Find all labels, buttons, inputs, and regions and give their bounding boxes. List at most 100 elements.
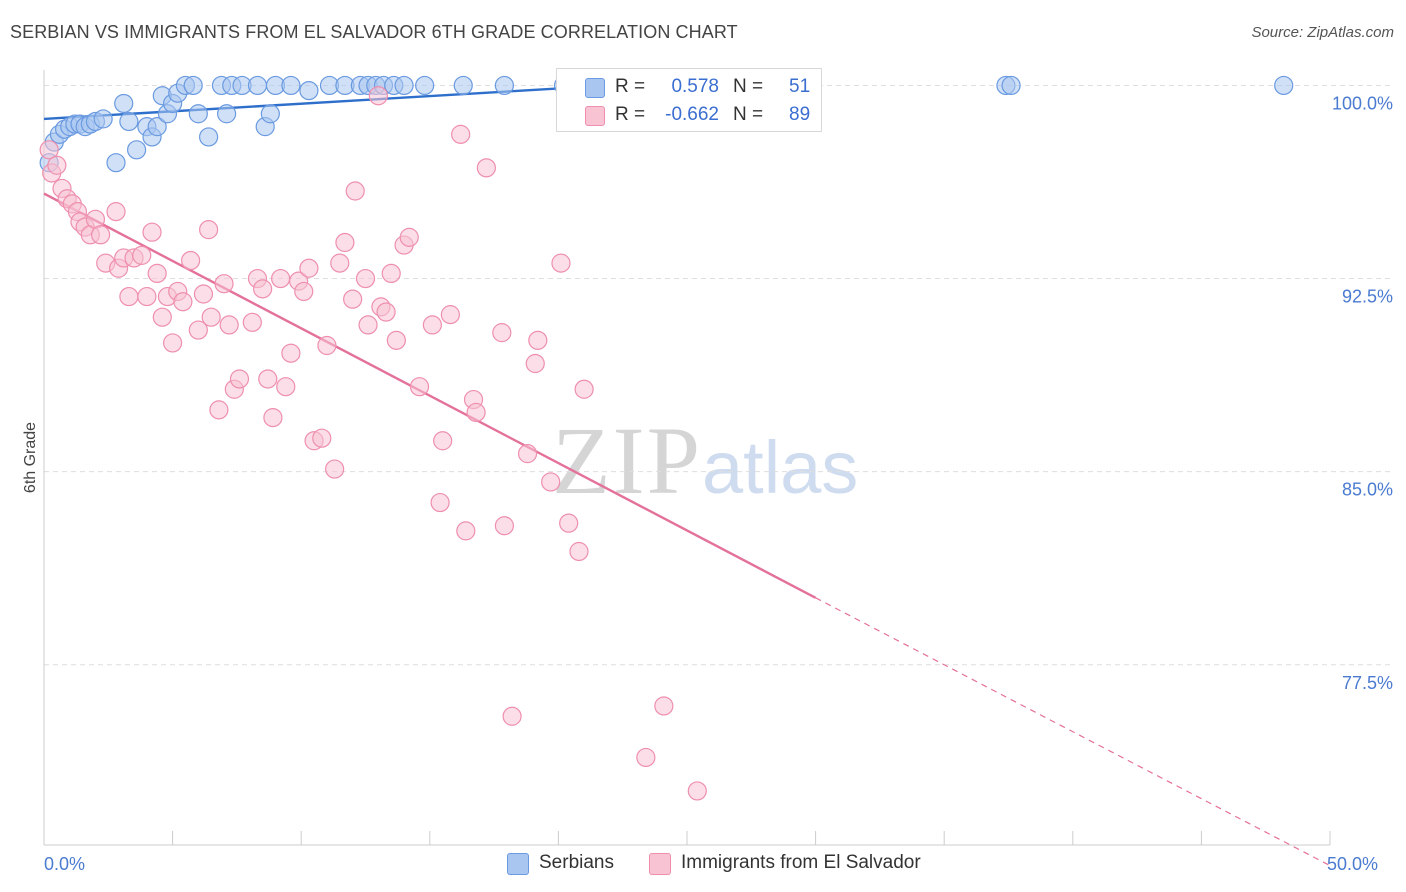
serbians-point <box>260 104 280 124</box>
el-salvador-point <box>525 353 545 374</box>
el-salvador-point <box>456 521 476 541</box>
serbians-point <box>1001 75 1021 96</box>
el-salvador-point <box>343 289 363 309</box>
el-salvador-point <box>258 369 278 389</box>
stats-legend: R = 0.578 N = 51 R = -0.662 N = 89 <box>556 68 822 132</box>
legend-swatch-el-salvador <box>649 853 671 875</box>
legend-swatch-serbians <box>585 78 605 98</box>
serbians-point <box>183 75 203 96</box>
serbians-point <box>126 140 147 160</box>
el-salvador-point <box>345 181 365 201</box>
serbians-point <box>415 75 435 96</box>
legend-r-value: -0.662 <box>665 104 719 125</box>
el-salvador-point <box>422 315 442 335</box>
el-salvador-point <box>214 274 234 294</box>
el-salvador-point <box>559 513 579 533</box>
el-salvador-point <box>142 222 162 242</box>
legend-r-label: R = <box>615 104 646 125</box>
legend-row-el-salvador: R = -0.662 N = 89 <box>557 101 821 129</box>
serbians-point <box>147 117 167 137</box>
el-salvador-point <box>430 492 450 513</box>
legend-swatch-serbians <box>507 853 529 875</box>
el-salvador-point <box>209 400 229 420</box>
el-salvador-point <box>687 781 707 801</box>
tick-labels: 100.0% 92.5% 85.0% 77.5% 0.0% 50.0% 6th Grade <box>22 93 1393 874</box>
el-salvador-point <box>358 315 378 335</box>
legend-row-serbians: R = 0.578 N = 51 <box>557 73 821 101</box>
el-salvador-point <box>381 263 401 284</box>
el-salvador-point <box>433 431 453 451</box>
el-salvador-point <box>466 402 486 423</box>
legend-label-el-salvador: Immigrants from El Salvador <box>681 852 921 873</box>
el-salvador-point <box>294 281 314 302</box>
serbians-point <box>106 153 126 173</box>
el-salvador-point <box>517 444 538 464</box>
el-salvador-point <box>271 268 291 289</box>
el-salvador-point <box>137 286 157 307</box>
el-salvador-point <box>152 307 172 327</box>
y-tick-label: 100.0% <box>1332 93 1393 113</box>
el-salvador-point <box>476 158 496 178</box>
el-salvador-point <box>163 333 183 353</box>
el-salvador-point <box>90 225 111 245</box>
el-salvador-point <box>569 541 589 562</box>
el-salvador-point <box>147 263 167 284</box>
el-salvador-point <box>335 232 355 253</box>
el-salvador-point <box>551 253 571 273</box>
watermark-zip: ZIP <box>552 407 702 514</box>
serbians-point <box>1274 75 1294 96</box>
serbians-point <box>188 104 208 124</box>
y-tick-label: 77.5% <box>1342 673 1393 693</box>
el-salvador-point <box>263 407 283 428</box>
serbians-point <box>394 75 414 96</box>
el-salvador-point <box>386 330 406 350</box>
el-salvador-point <box>451 124 471 144</box>
el-salvador-point <box>325 459 345 479</box>
el-salvador-point <box>440 305 460 325</box>
el-salvador-point <box>188 320 208 340</box>
el-salvador-point <box>312 428 332 448</box>
el-salvador-point <box>492 323 512 343</box>
el-salvador-point <box>229 369 250 389</box>
el-salvador-point <box>574 379 594 399</box>
el-salvador-point <box>199 220 219 240</box>
serbians-point <box>453 75 473 96</box>
legend-n-value: 51 <box>789 76 811 97</box>
trend-lines <box>43 84 1331 867</box>
el-salvador-point <box>201 307 221 327</box>
serbians-point <box>93 109 113 129</box>
serbians-point <box>299 80 319 101</box>
legend-r-value: 0.578 <box>671 76 719 97</box>
serbians-trend-line <box>43 84 610 121</box>
legend-label-serbians: Serbians <box>539 852 614 873</box>
el-salvador-point <box>253 279 273 299</box>
el-salvador-point <box>355 268 376 289</box>
legend-n-label: N = <box>733 104 764 125</box>
serbians-point <box>119 111 139 132</box>
el-salvador-point <box>181 250 201 271</box>
el-salvador-point <box>132 245 152 265</box>
el-salvador-point <box>173 292 193 312</box>
source-label: Source: ZipAtlas.com <box>1251 24 1394 41</box>
el-salvador-point <box>106 202 126 222</box>
el-salvador-point <box>299 258 319 278</box>
el-salvador-point <box>399 227 419 247</box>
el-salvador-point <box>654 696 674 716</box>
el-salvador-point <box>494 516 514 536</box>
chart-title: SERBIAN VS IMMIGRANTS FROM EL SALVADOR 6… <box>10 22 738 42</box>
serbians-point <box>217 104 237 124</box>
el-salvador-point <box>317 335 337 356</box>
el-salvador-point <box>636 747 656 768</box>
serbians-point <box>114 93 134 114</box>
watermark: ZIPatlas <box>552 405 858 516</box>
el-salvador-point <box>409 377 430 397</box>
legend-swatch-el-salvador <box>585 106 605 126</box>
legend-n-label: N = <box>733 76 764 97</box>
el-salvador-trend-extension <box>815 597 1331 867</box>
el-salvador-point <box>219 315 239 335</box>
el-salvador-trend-line <box>43 192 817 599</box>
y-tick-label: 85.0% <box>1342 480 1393 500</box>
el-salvador-point <box>242 312 262 332</box>
el-salvador-point <box>281 343 301 363</box>
